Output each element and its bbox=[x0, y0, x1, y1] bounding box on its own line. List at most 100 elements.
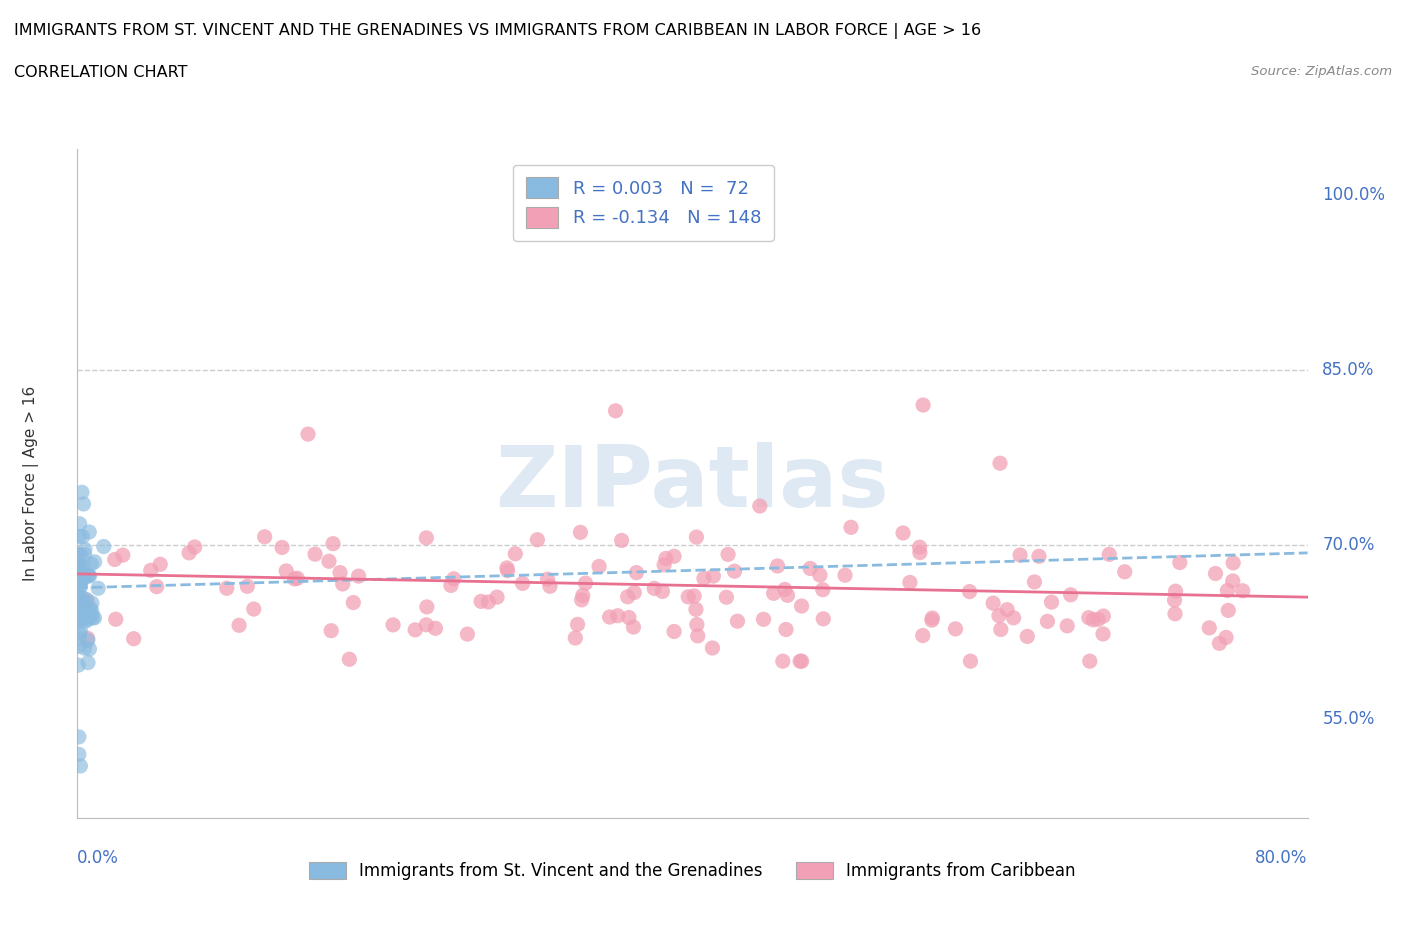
Point bbox=[505, 546, 527, 561]
Point bbox=[75, 592, 97, 607]
Point bbox=[911, 628, 934, 643]
Point bbox=[66, 569, 89, 584]
Point bbox=[1017, 629, 1039, 644]
Point bbox=[839, 520, 862, 535]
Point bbox=[1083, 612, 1105, 627]
Point bbox=[702, 568, 724, 583]
Legend: Immigrants from St. Vincent and the Grenadines, Immigrants from Caribbean: Immigrants from St. Vincent and the Gren… bbox=[302, 856, 1083, 887]
Point bbox=[990, 622, 1012, 637]
Point bbox=[72, 604, 94, 619]
Point bbox=[80, 608, 103, 623]
Point bbox=[717, 547, 740, 562]
Point bbox=[72, 497, 94, 512]
Point bbox=[1164, 606, 1187, 621]
Point bbox=[67, 557, 90, 572]
Point bbox=[1060, 588, 1083, 603]
Point bbox=[145, 579, 167, 594]
Point bbox=[70, 602, 93, 617]
Point bbox=[69, 516, 91, 531]
Point bbox=[69, 579, 91, 594]
Point bbox=[1163, 592, 1185, 607]
Point bbox=[1087, 612, 1109, 627]
Point bbox=[75, 607, 97, 622]
Point bbox=[70, 485, 93, 499]
Point bbox=[76, 593, 98, 608]
Point bbox=[67, 729, 90, 744]
Point bbox=[82, 610, 104, 625]
Point bbox=[496, 564, 519, 578]
Point bbox=[1056, 618, 1078, 633]
Point bbox=[775, 622, 797, 637]
Point bbox=[304, 547, 326, 562]
Point bbox=[571, 592, 593, 607]
Point bbox=[149, 557, 172, 572]
Point bbox=[253, 529, 276, 544]
Point bbox=[995, 603, 1018, 618]
Point bbox=[347, 568, 370, 583]
Point bbox=[456, 627, 478, 642]
Point bbox=[215, 581, 238, 596]
Point bbox=[73, 542, 96, 557]
Point bbox=[285, 571, 308, 586]
Point bbox=[1114, 565, 1136, 579]
Point bbox=[318, 554, 340, 569]
Point bbox=[959, 654, 981, 669]
Point bbox=[77, 568, 100, 583]
Point bbox=[1222, 574, 1244, 589]
Point bbox=[834, 568, 856, 583]
Point bbox=[1092, 627, 1115, 642]
Point bbox=[617, 610, 640, 625]
Point bbox=[477, 594, 499, 609]
Text: 80.0%: 80.0% bbox=[1256, 848, 1308, 867]
Point bbox=[723, 564, 745, 578]
Point bbox=[276, 564, 298, 578]
Point bbox=[623, 619, 645, 634]
Point bbox=[588, 559, 610, 574]
Point bbox=[686, 618, 709, 632]
Point bbox=[1232, 583, 1254, 598]
Point bbox=[616, 590, 638, 604]
Point bbox=[685, 530, 707, 545]
Point bbox=[416, 600, 439, 615]
Point bbox=[73, 604, 96, 618]
Point bbox=[67, 612, 90, 627]
Point bbox=[727, 614, 749, 629]
Point bbox=[811, 582, 834, 597]
Point bbox=[655, 551, 678, 565]
Point bbox=[93, 539, 115, 554]
Point bbox=[512, 576, 534, 591]
Point bbox=[77, 612, 100, 627]
Point bbox=[67, 658, 90, 672]
Text: 85.0%: 85.0% bbox=[1323, 361, 1375, 379]
Point bbox=[73, 611, 96, 626]
Point bbox=[104, 552, 127, 567]
Point bbox=[242, 602, 264, 617]
Point bbox=[605, 404, 627, 418]
Point bbox=[69, 759, 91, 774]
Point bbox=[66, 575, 89, 590]
Point bbox=[662, 624, 685, 639]
Point bbox=[79, 642, 101, 657]
Point bbox=[75, 614, 97, 629]
Point bbox=[70, 566, 93, 581]
Text: CORRELATION CHART: CORRELATION CHART bbox=[14, 65, 187, 80]
Point bbox=[183, 539, 205, 554]
Point bbox=[1216, 583, 1239, 598]
Point bbox=[332, 577, 354, 591]
Point bbox=[73, 596, 96, 611]
Point bbox=[329, 565, 352, 580]
Point bbox=[652, 557, 675, 572]
Point bbox=[1205, 566, 1227, 581]
Point bbox=[79, 568, 101, 583]
Point bbox=[626, 565, 648, 580]
Point bbox=[67, 626, 90, 641]
Point bbox=[382, 618, 405, 632]
Point bbox=[72, 601, 94, 616]
Point bbox=[538, 578, 561, 593]
Point bbox=[443, 571, 465, 586]
Point bbox=[908, 539, 931, 554]
Point bbox=[67, 589, 90, 604]
Point bbox=[693, 571, 716, 586]
Point bbox=[72, 529, 94, 544]
Point bbox=[772, 654, 794, 669]
